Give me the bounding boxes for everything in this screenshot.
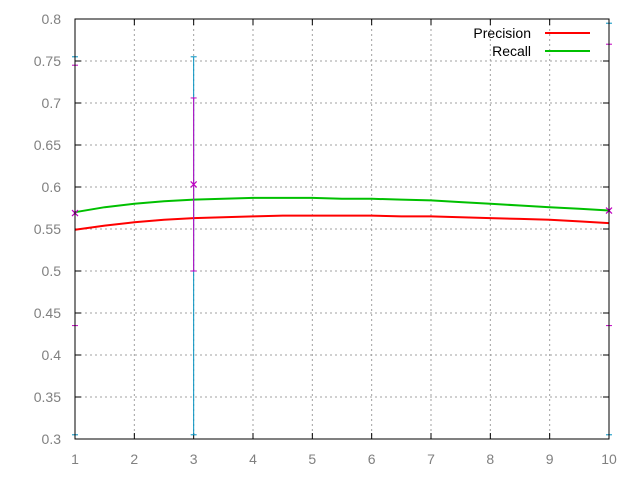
y-tick-label: 0.55 <box>34 221 61 237</box>
x-tick-label: 7 <box>427 451 435 467</box>
y-tick-label: 0.5 <box>42 263 62 279</box>
legend-label-precision: Precision <box>473 25 531 41</box>
data-point-marker <box>190 181 198 188</box>
y-tick-label: 0.4 <box>42 347 62 363</box>
x-tick-label: 4 <box>249 451 257 467</box>
series-line-recall <box>74 196 610 214</box>
y-tick-label: 0.3 <box>42 431 62 447</box>
grid-lines <box>75 19 609 439</box>
x-tick-label: 9 <box>546 451 554 467</box>
series-lines <box>74 196 610 231</box>
x-axis-ticks: 1 2 3 4 5 6 7 8 9 10 <box>71 19 617 467</box>
x-tick-label: 5 <box>308 451 316 467</box>
x-tick-label: 3 <box>190 451 198 467</box>
y-axis-ticks: 0.3 0.35 0.4 0.45 0.5 0.55 0.6 0.65 0.7 0.75 0.8 <box>34 11 609 447</box>
y-tick-label: 0.75 <box>34 53 61 69</box>
x-tick-label: 8 <box>486 451 494 467</box>
y-tick-label: 0.35 <box>34 389 61 405</box>
x-tick-label: 10 <box>601 451 617 467</box>
y-tick-label: 0.7 <box>42 95 62 111</box>
series-line-precision <box>74 214 610 231</box>
y-tick-label: 0.8 <box>42 11 62 27</box>
y-tick-label: 0.65 <box>34 137 61 153</box>
x-tick-label: 6 <box>368 451 376 467</box>
legend: Precision Recall <box>473 25 590 59</box>
y-tick-label: 0.45 <box>34 305 61 321</box>
legend-label-recall: Recall <box>492 43 531 59</box>
plot-frame <box>74 18 610 440</box>
y-tick-label: 0.6 <box>42 179 62 195</box>
x-tick-label: 1 <box>71 451 79 467</box>
x-tick-label: 2 <box>130 451 138 467</box>
